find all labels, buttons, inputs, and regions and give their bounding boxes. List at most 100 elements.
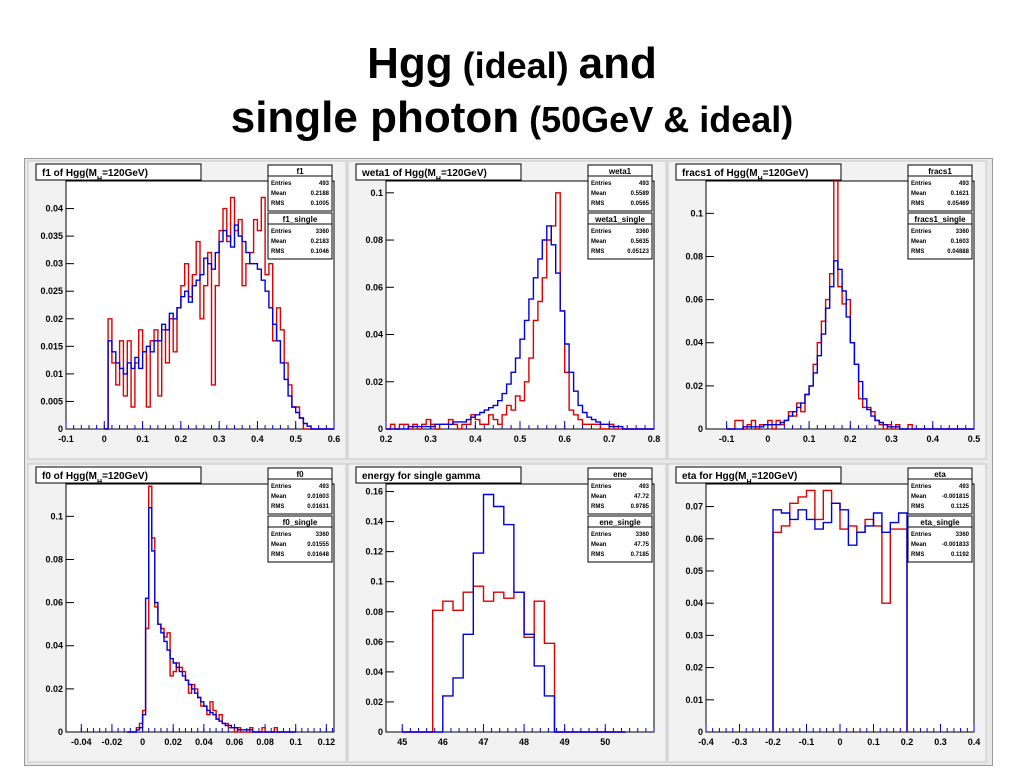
histogram-title: f0 of Hgg(MH=120GeV): [35, 466, 202, 486]
title-line2-big: single photon: [230, 93, 520, 142]
y-tick-label: 0.005: [40, 396, 63, 406]
stats-box: f1_single Entries 3360 Mean 0.2183 RMS 0.1046: [267, 212, 333, 260]
stats-key: RMS: [271, 201, 284, 207]
stats-value: 0.05469: [947, 201, 969, 207]
stats-key: Mean: [271, 494, 287, 500]
x-tick-label: 0: [765, 434, 770, 444]
stats-key: Mean: [271, 542, 287, 548]
y-tick-label: 0.025: [40, 286, 63, 296]
y-tick-label: 0.1: [690, 208, 703, 218]
x-tick-label: -0.02: [102, 737, 123, 747]
stats-value: 0.01603: [307, 494, 329, 500]
x-tick-label: -0.1: [58, 434, 74, 444]
stats-value: 0.5589: [631, 191, 650, 197]
stats-key: Entries: [271, 229, 292, 235]
stats-key: Entries: [271, 532, 292, 538]
title-line1-big: Hgg: [367, 39, 453, 88]
stats-key: RMS: [591, 201, 604, 207]
stats-name: eta_single: [920, 518, 960, 527]
stats-name: f0: [296, 470, 304, 479]
stats-frame: [267, 212, 333, 260]
y-tick-label: 0.1: [370, 577, 383, 587]
stats-frame: [267, 164, 333, 212]
stats-value: 493: [639, 181, 650, 187]
y-tick-label: 0.01: [685, 695, 703, 705]
x-tick-label: 0.3: [934, 737, 947, 747]
x-tick-label: 0.1: [136, 434, 149, 444]
x-tick-label: 0.02: [164, 737, 182, 747]
y-tick-label: 0.06: [365, 637, 383, 647]
stats-key: Entries: [911, 229, 932, 235]
y-tick-label: 0.14: [365, 517, 383, 527]
x-tick-label: 0: [837, 737, 842, 747]
title-line1-end: and: [578, 39, 657, 88]
stats-frame: [587, 164, 653, 212]
title-box: [35, 163, 202, 181]
x-tick-label: 0.3: [424, 434, 437, 444]
stats-key: Entries: [271, 181, 292, 187]
y-tick-label: 0: [698, 424, 703, 434]
stats-value: 0.2188: [311, 191, 330, 197]
stats-box: ene_single Entries 3360 Mean 47.75 RMS 0.7185: [587, 515, 653, 563]
stats-value: 0.1192: [951, 552, 970, 558]
stats-key: RMS: [911, 552, 924, 558]
stats-value: 3360: [316, 532, 330, 538]
x-tick-label: 0.6: [328, 434, 341, 444]
y-tick-label: 0.06: [365, 282, 383, 292]
stats-value: 0.2183: [311, 239, 330, 245]
stats-name: eta: [934, 470, 946, 479]
y-tick-label: 0.12: [365, 547, 383, 557]
stats-key: Mean: [911, 239, 927, 245]
stats-box: f0 Entries 493 Mean 0.01603 RMS 0.01631: [267, 467, 333, 515]
stats-value: -0.001815: [942, 494, 970, 500]
title-box: [355, 466, 522, 484]
y-tick-label: 0.02: [45, 314, 63, 324]
title-box: [675, 163, 842, 181]
y-tick-label: 0.03: [685, 630, 703, 640]
stats-box: fracs1_single Entries 3360 Mean 0.1603 RMS 0.0…: [907, 212, 973, 260]
x-tick-label: -0.04: [71, 737, 92, 747]
stats-value: 0.1125: [951, 504, 970, 510]
stats-value: 0.9785: [631, 504, 650, 510]
x-tick-label: 0.5: [289, 434, 302, 444]
y-tick-label: 0.05: [685, 566, 703, 576]
histogram-grid: -0.1 0 0.1 0.2 0.3 0.4 0.5 0.600.0050.010.0150.…: [27, 160, 987, 763]
histogram-title: energy for single gamma: [355, 466, 522, 484]
stats-key: Entries: [591, 229, 612, 235]
y-tick-label: 0: [58, 727, 63, 737]
x-tick-label: 47: [478, 737, 488, 747]
stats-name: f1_single: [283, 215, 318, 224]
x-tick-label: 45: [397, 737, 407, 747]
x-tick-label: 0.08: [256, 737, 274, 747]
y-tick-label: 0.1: [370, 188, 383, 198]
y-tick-label: 0.04: [45, 204, 63, 214]
histogram-series-2: [402, 493, 626, 733]
x-tick-label: 0.2: [844, 434, 857, 444]
x-tick-label: 0.3: [885, 434, 898, 444]
stats-name: f1: [296, 167, 304, 176]
stats-key: RMS: [911, 201, 924, 207]
stats-value: -0.001833: [942, 542, 970, 548]
stats-value: 0.01648: [307, 552, 329, 558]
x-tick-label: 0.8: [648, 434, 661, 444]
stats-value: 0.1046: [311, 249, 330, 255]
stats-key: RMS: [591, 552, 604, 558]
stats-key: Mean: [911, 542, 927, 548]
stats-box: weta1_single Entries 3360 Mean 0.5635 RMS 0.05…: [587, 212, 653, 260]
x-tick-label: -0.3: [732, 737, 748, 747]
x-tick-label: -0.1: [719, 434, 735, 444]
x-tick-label: 0: [140, 737, 145, 747]
x-tick-label: 50: [600, 737, 610, 747]
y-tick-label: 0.06: [45, 598, 63, 608]
stats-value: 3360: [956, 229, 970, 235]
y-tick-label: 0.08: [685, 251, 703, 261]
histogram-series-2: [386, 225, 654, 430]
title-box: [675, 466, 842, 484]
stats-frame: [267, 467, 333, 515]
stats-value: 0.05123: [627, 249, 649, 255]
stats-key: Mean: [271, 191, 287, 197]
stats-key: Mean: [591, 494, 607, 500]
histogram-title: fracs1 of Hgg(MH=120GeV): [675, 163, 842, 183]
slide-title: Hgg (ideal) and single photon (50GeV & i…: [0, 38, 1024, 146]
